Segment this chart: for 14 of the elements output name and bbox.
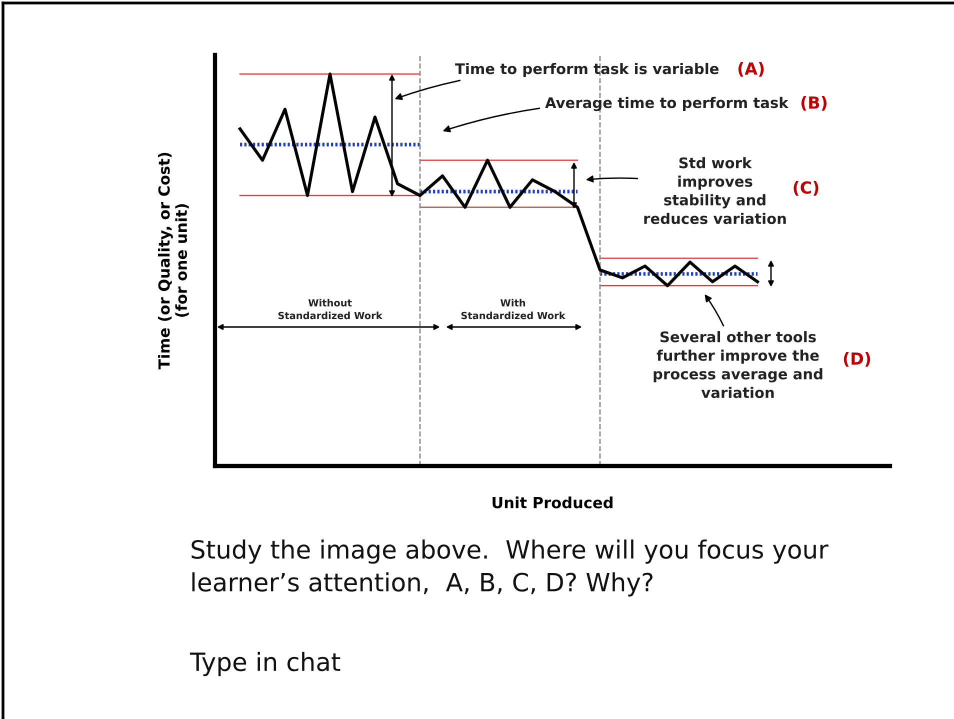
annotation: Without Standardized Work <box>278 298 383 320</box>
annotation: With Standardized Work <box>461 298 566 320</box>
annotation: Average time to perform task <box>545 96 789 112</box>
text: Study the image above. Where will you focus your learner’s attention, A, B, C, D? Why? <box>192 540 828 596</box>
annotation: Time to perform task is variable <box>455 62 719 78</box>
annotation: Several other tools further improve the process average and variation <box>654 331 822 398</box>
text: (D) <box>844 352 870 367</box>
annotation: (A) <box>738 62 764 77</box>
x-axis-title: Unit Produced <box>492 496 612 508</box>
text: (B) <box>801 96 827 111</box>
text: Type in chat <box>190 652 340 676</box>
y-axis-title: Time (or Quality, or Cost) (for one unit) <box>158 152 189 370</box>
text: (C) <box>794 180 818 196</box>
annotation: Std work improves stability and reduces variation <box>644 157 786 224</box>
